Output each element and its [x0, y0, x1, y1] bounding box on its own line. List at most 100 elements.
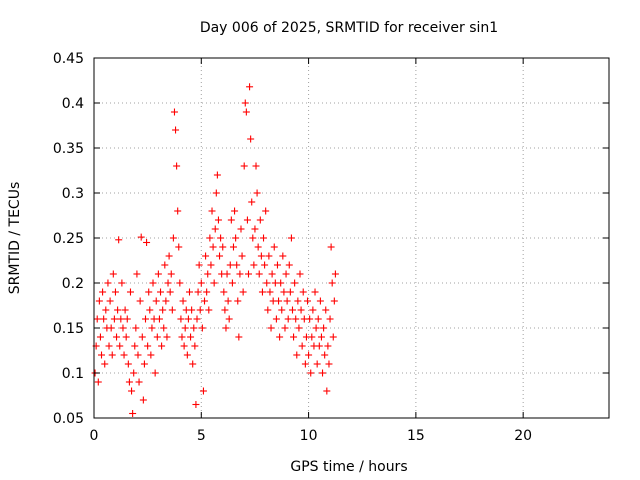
data-point — [285, 261, 293, 269]
y-axis-label: SRMTID / TECUs — [7, 182, 23, 295]
data-point — [151, 369, 159, 377]
data-point — [311, 288, 319, 296]
data-point — [194, 288, 202, 296]
data-point — [99, 288, 107, 296]
data-point — [228, 279, 236, 287]
data-point — [258, 288, 266, 296]
data-point — [114, 306, 122, 314]
x-tick-label: 10 — [300, 428, 318, 444]
y-tick-label: 0.2 — [62, 276, 84, 292]
y-tick-label: 0.1 — [62, 366, 84, 382]
data-point — [168, 306, 176, 314]
data-point — [283, 297, 291, 305]
data-point — [291, 279, 299, 287]
data-point — [250, 261, 258, 269]
data-point — [136, 297, 144, 305]
data-point — [231, 207, 239, 215]
x-tick-label: 0 — [90, 428, 99, 444]
data-point — [241, 99, 249, 107]
y-tick-label: 0.4 — [62, 96, 84, 112]
data-point — [178, 333, 186, 341]
data-point — [329, 333, 337, 341]
data-point — [206, 234, 214, 242]
data-point — [225, 315, 233, 323]
data-point — [242, 108, 250, 116]
data-point — [249, 234, 257, 242]
data-point — [190, 324, 198, 332]
data-point — [133, 270, 141, 278]
data-point — [187, 333, 195, 341]
data-point — [267, 324, 275, 332]
data-point — [229, 243, 237, 251]
data-point — [232, 234, 240, 242]
data-point — [163, 333, 171, 341]
data-points — [91, 83, 339, 417]
data-point — [294, 297, 302, 305]
data-point — [316, 297, 324, 305]
data-point — [331, 270, 339, 278]
data-point — [140, 360, 148, 368]
data-point — [149, 279, 157, 287]
data-point — [261, 261, 269, 269]
y-tick-label: 0.25 — [53, 231, 84, 247]
data-point — [330, 297, 338, 305]
data-point — [148, 324, 156, 332]
data-point — [175, 243, 183, 251]
data-point — [263, 279, 271, 287]
data-point — [128, 387, 136, 395]
data-point — [208, 207, 216, 215]
data-point — [135, 378, 143, 386]
data-point — [273, 261, 281, 269]
data-point — [160, 324, 168, 332]
data-point — [313, 360, 321, 368]
data-point — [264, 306, 272, 314]
data-point — [286, 288, 294, 296]
data-point — [185, 288, 193, 296]
data-point — [153, 333, 161, 341]
data-point — [214, 216, 222, 224]
data-point — [172, 126, 180, 134]
data-point — [113, 333, 121, 341]
data-point — [270, 243, 278, 251]
data-point — [321, 351, 329, 359]
data-point — [203, 288, 211, 296]
data-point — [234, 297, 242, 305]
data-point — [161, 261, 169, 269]
data-point — [179, 297, 187, 305]
data-point — [243, 216, 251, 224]
data-point — [132, 324, 140, 332]
data-point — [236, 270, 244, 278]
data-point — [137, 233, 145, 241]
data-point — [201, 297, 209, 305]
data-point — [143, 239, 151, 246]
data-point — [288, 306, 296, 314]
data-point — [314, 315, 322, 323]
data-point — [173, 162, 181, 170]
data-point — [266, 288, 274, 296]
data-point — [245, 270, 252, 278]
data-point — [209, 243, 217, 251]
data-point — [222, 324, 230, 332]
data-point — [123, 315, 131, 323]
data-point — [276, 333, 284, 341]
data-point — [134, 351, 142, 359]
data-point — [292, 315, 300, 323]
data-point — [108, 351, 116, 359]
y-tick-label: 0.3 — [62, 186, 84, 202]
data-point — [106, 297, 114, 305]
data-point — [252, 162, 260, 170]
data-point — [192, 401, 200, 408]
data-point — [204, 270, 212, 278]
data-point — [125, 378, 133, 386]
data-point — [238, 252, 246, 260]
data-point — [277, 279, 285, 287]
x-tick-label: 15 — [407, 428, 425, 444]
data-point — [255, 270, 263, 278]
data-point — [268, 270, 276, 278]
data-point — [184, 315, 192, 323]
data-point — [265, 252, 273, 260]
data-point — [116, 342, 124, 350]
data-point — [217, 234, 225, 242]
data-point — [233, 261, 241, 269]
data-point — [224, 297, 232, 305]
